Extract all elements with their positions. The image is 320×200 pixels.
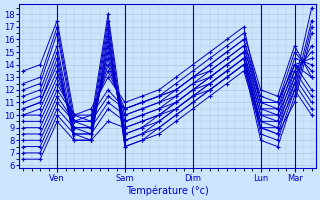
X-axis label: Température (°c): Température (°c) (126, 185, 209, 196)
